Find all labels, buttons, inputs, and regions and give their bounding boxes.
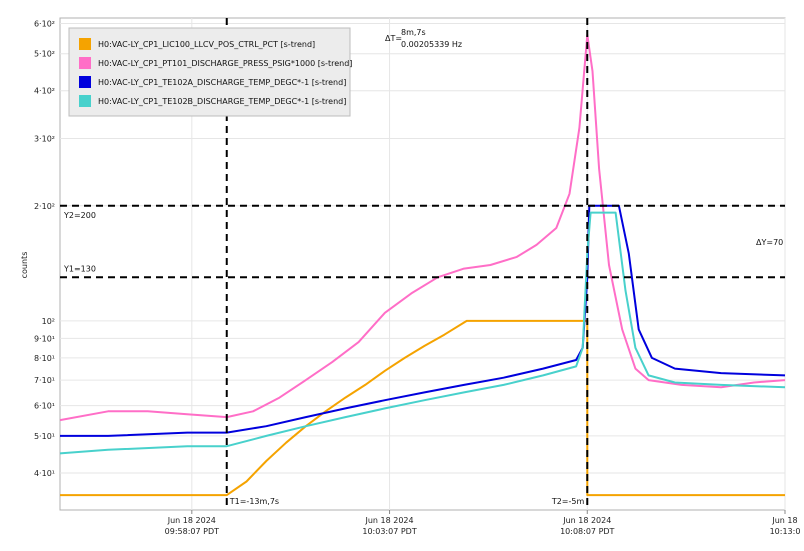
- y-tick-label: 4·10¹: [34, 469, 55, 478]
- cursor-t2-label: T2=-5m: [551, 497, 585, 506]
- x-tick-time: 10:08:07 PDT: [560, 527, 614, 536]
- y-tick-label: 9·10¹: [34, 334, 55, 343]
- y-axis-label: counts: [20, 252, 29, 279]
- y-tick-label: 6·10¹: [34, 402, 55, 411]
- legend-label-4[interactable]: H0:VAC-LY_CP1_TE102B_DISCHARGE_TEMP_DEGC…: [98, 97, 346, 106]
- y-tick-label: 5·10¹: [34, 432, 55, 441]
- legend-label-2[interactable]: H0:VAC-LY_CP1_PT101_DISCHARGE_PRESS_PSIG…: [98, 59, 352, 68]
- cursor-layer: T1=-13m,7s T2=-5m Y1=130 Y2=200 ΔY=70 ΔT…: [60, 18, 785, 510]
- y-tick-label: 10²: [42, 317, 55, 326]
- cursor-y1-label: Y1=130: [63, 264, 96, 273]
- cursor-y2-label: Y2=200: [63, 211, 96, 220]
- x-tick-time: 10:03:07 PDT: [362, 527, 416, 536]
- y-tick-labels: 4·10¹ 5·10¹ 6·10¹ 7·10¹ 8·10¹ 9·10¹ 10² 2·10² 3·…: [34, 19, 55, 478]
- y-tick-label: 6·10²: [34, 19, 55, 28]
- x-tick-date: Jun 18 2024: [167, 516, 216, 525]
- series-line-3: [60, 204, 786, 437]
- x-tick-date: Jun 18 2024: [364, 516, 413, 525]
- y-tick-label: 4·10²: [34, 87, 55, 96]
- legend-swatch-4: [79, 95, 91, 107]
- y-tick-label: 3·10²: [34, 135, 55, 144]
- legend: H0:VAC-LY_CP1_LIC100_LLCV_POS_CTRL_PCT […: [68, 27, 352, 117]
- legend-box: [68, 27, 351, 117]
- series-line-2: [59, 33, 786, 422]
- legend-label-3[interactable]: H0:VAC-LY_CP1_TE102A_DISCHARGE_TEMP_DEGC…: [98, 78, 346, 87]
- delta-t-value: 8m,7s: [401, 28, 426, 37]
- legend-label-1[interactable]: H0:VAC-LY_CP1_LIC100_LLCV_POS_CTRL_PCT […: [98, 40, 315, 49]
- series-line-4: [59, 211, 786, 455]
- cursor-t1-label: T1=-13m,7s: [229, 497, 279, 506]
- y-tick-label: 8·10¹: [34, 354, 55, 363]
- delta-t-frequency: 0.00205339 Hz: [401, 40, 462, 49]
- x-tick-time: 10:13:0: [770, 527, 801, 536]
- legend-swatch-1: [79, 38, 91, 50]
- x-tick-labels: Jun 18 2024 09:58:07 PDT Jun 18 2024 10:03:…: [165, 516, 801, 536]
- legend-swatch-3: [79, 76, 91, 88]
- delta-t-prefix: ΔT=: [385, 34, 402, 43]
- delta-y-label: ΔY=70: [756, 238, 783, 247]
- x-tick-date: Jun 18 2024: [562, 516, 611, 525]
- series-line-1: [60, 319, 785, 497]
- x-tick-time: 09:58:07 PDT: [165, 527, 219, 536]
- y-tick-label: 7·10¹: [34, 376, 55, 385]
- y-tick-label: 5·10²: [34, 50, 55, 59]
- series-layer: [59, 33, 786, 497]
- y-tick-label: 2·10²: [34, 202, 55, 211]
- legend-swatch-2: [79, 57, 91, 69]
- x-tick-date: Jun 18: [771, 516, 797, 525]
